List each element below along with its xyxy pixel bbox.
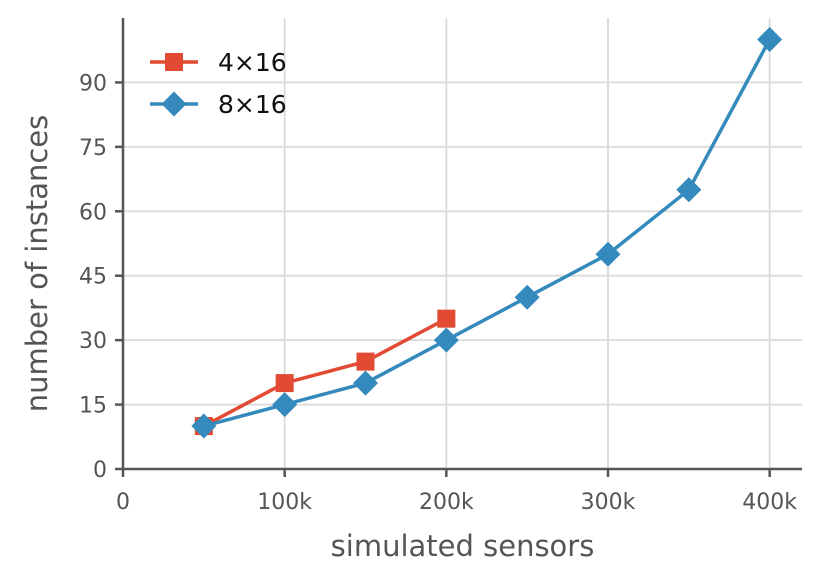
- x-tick-label: 0: [116, 490, 130, 515]
- series-layer: [191, 26, 783, 439]
- x-axis-title: simulated sensors: [331, 529, 595, 563]
- axes: [121, 18, 802, 471]
- y-tick-label: 15: [79, 394, 107, 419]
- x-tick-label: 200k: [419, 490, 474, 515]
- legend-label: 4×16: [218, 48, 287, 77]
- legend-item: 8×16: [150, 90, 287, 119]
- axis-ticks: 0 100k 200k 300k 400k 0 15 30 45 60 75 90: [79, 71, 797, 515]
- data-point: [757, 26, 783, 52]
- data-point: [595, 241, 621, 267]
- series-1: [194, 309, 456, 436]
- data-point: [356, 352, 375, 371]
- data-point: [272, 392, 298, 418]
- data-point: [676, 177, 702, 203]
- data-point: [514, 284, 540, 310]
- y-tick-label: 0: [93, 458, 107, 483]
- y-tick-label: 30: [79, 329, 107, 354]
- legend-marker: [165, 53, 183, 71]
- legend-item: 4×16: [150, 48, 287, 77]
- legend-label: 8×16: [218, 90, 287, 119]
- grid-lines: [123, 18, 802, 469]
- data-point: [433, 327, 459, 353]
- x-tick-label: 400k: [742, 490, 797, 515]
- data-point: [353, 370, 378, 396]
- x-tick-label: 100k: [257, 490, 312, 515]
- data-point: [437, 309, 456, 328]
- series-line: [203, 38, 772, 428]
- legend-marker: [161, 91, 187, 117]
- x-tick-label: 300k: [581, 490, 636, 515]
- y-axis-title: number of instances: [20, 115, 54, 413]
- y-tick-label: 45: [79, 265, 107, 290]
- legend: 4×16 8×16: [150, 48, 287, 119]
- series-2: [191, 26, 783, 439]
- series-line: [203, 317, 448, 428]
- y-tick-label: 60: [79, 200, 107, 225]
- data-point: [275, 374, 294, 393]
- y-tick-label: 75: [79, 136, 107, 161]
- data-point: [191, 413, 217, 439]
- y-tick-label: 90: [79, 71, 107, 96]
